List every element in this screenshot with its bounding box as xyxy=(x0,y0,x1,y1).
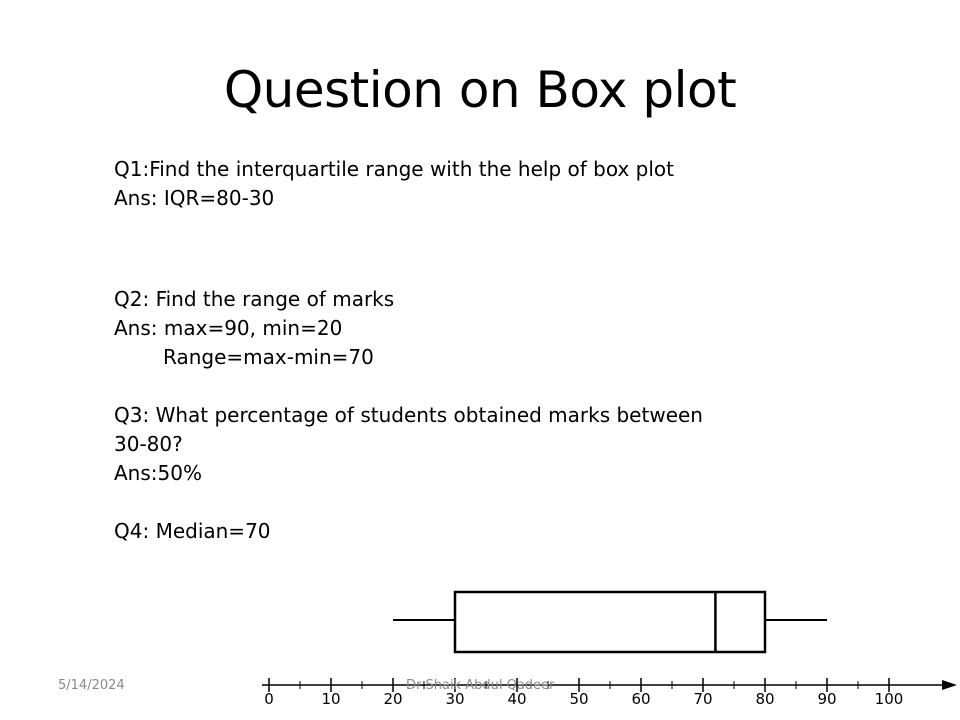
question-2: Q2: Find the range of marks xyxy=(114,287,395,311)
tick-label: 100 xyxy=(875,690,904,708)
answer-2: Ans: max=90, min=20 xyxy=(114,316,343,340)
box-plot xyxy=(393,590,827,654)
tick-label: 50 xyxy=(569,690,588,708)
footer-author: Dr Shaik Abdul Qadeer xyxy=(406,678,555,693)
tick-label: 60 xyxy=(631,690,650,708)
tick-label: 30 xyxy=(445,690,464,708)
marks-axis: 0 10 20 30 40 50 60 70 80 90 100 xyxy=(262,678,957,708)
tick-label: 90 xyxy=(817,690,836,708)
tick-label: 40 xyxy=(507,690,526,708)
question-1: Q1:Find the interquartile range with the… xyxy=(114,157,674,181)
tick-label: 70 xyxy=(693,690,712,708)
answer-1: Ans: IQR=80-30 xyxy=(114,186,275,210)
footer-date: 5/14/2024 xyxy=(58,678,125,693)
axis-arrow xyxy=(942,680,957,690)
tick-label: 20 xyxy=(383,690,402,708)
answer-2-range: Range=max-min=70 xyxy=(163,345,374,369)
slide-title: Question on Box plot xyxy=(223,61,737,119)
tick-label: 10 xyxy=(321,690,340,708)
tick-label: 80 xyxy=(755,690,774,708)
iqr-box xyxy=(453,590,767,654)
question-3: Q3: What percentage of students obtained… xyxy=(114,403,703,456)
tick-label: 0 xyxy=(264,690,274,708)
question-4: Q4: Median=70 xyxy=(114,519,271,543)
slide-body: Q1:Find the interquartile range with the… xyxy=(114,155,734,546)
answer-3: Ans:50% xyxy=(114,461,202,485)
